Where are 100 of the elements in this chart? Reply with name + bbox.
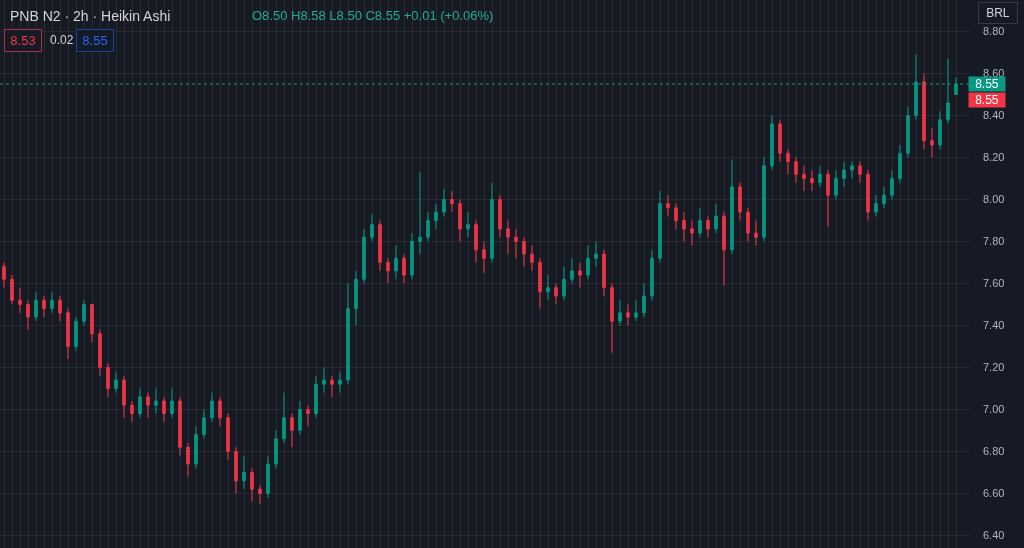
- candlestick: [762, 156, 766, 242]
- candlestick: [642, 282, 646, 318]
- candlestick: [290, 413, 294, 448]
- candlestick: [34, 291, 38, 322]
- candlestick: [10, 274, 14, 305]
- candlestick: [530, 245, 534, 272]
- candlestick: [410, 232, 414, 280]
- candlestick: [362, 228, 366, 284]
- candlestick: [58, 295, 62, 322]
- candlestick: [498, 194, 502, 238]
- candlestick: [546, 274, 550, 301]
- candlestick: [618, 299, 622, 326]
- y-tick-label: 7.60: [983, 277, 1005, 290]
- candlestick: [178, 396, 182, 457]
- candlestick: [458, 198, 462, 242]
- candlestick: [218, 396, 222, 427]
- annotation: 8.53: [10, 33, 36, 48]
- candlestick: [210, 392, 214, 423]
- text: 8.55: [975, 93, 999, 107]
- candlestick: [938, 110, 942, 150]
- candlestick: [466, 211, 470, 238]
- candlestick: [746, 207, 750, 242]
- candlestick: [50, 291, 54, 314]
- candlestick: [74, 316, 78, 352]
- candlestick: [906, 106, 910, 158]
- annotation: O8.50 H8.58 L8.50 C8.55 +0.01 (+0.06%): [252, 8, 494, 23]
- candlestick: [322, 366, 326, 394]
- candlestick: [594, 240, 598, 268]
- y-tick-label: 7.80: [983, 235, 1005, 248]
- candlestick: [170, 387, 174, 419]
- candlestick: [418, 171, 422, 255]
- candlestick: [386, 257, 390, 284]
- candlestick: [2, 261, 6, 289]
- text: BRL: [986, 6, 1010, 20]
- y-tick-label: 8.60: [983, 67, 1005, 80]
- candlestick: [770, 114, 774, 171]
- candlestick: [634, 299, 638, 322]
- candlestick: [298, 400, 302, 436]
- text: PNB N2 · 2h · Heikin Ashi: [10, 7, 171, 24]
- candlestick: [450, 190, 454, 213]
- candlestick: [474, 219, 478, 263]
- y-tick-label: 8.40: [983, 109, 1005, 122]
- candlestick: [570, 257, 574, 284]
- candlestick: [274, 429, 278, 469]
- candlestick: [378, 219, 382, 272]
- candlestick: [186, 442, 190, 478]
- candlestick: [146, 392, 150, 419]
- candlestick: [842, 161, 846, 188]
- candlestick: [834, 169, 838, 200]
- candlestick: [106, 362, 110, 398]
- candlestick: [866, 169, 870, 221]
- candlestick: [234, 446, 238, 494]
- candlestick: [354, 270, 358, 326]
- candlestick: [874, 194, 878, 217]
- candlestick: [586, 245, 590, 280]
- candlestick: [42, 295, 46, 318]
- candlestick: [26, 299, 30, 331]
- candlestick: [514, 228, 518, 259]
- candlestick: [786, 148, 790, 175]
- candlestick: [778, 119, 782, 163]
- candlestick: [882, 186, 886, 209]
- candlestick: [482, 240, 486, 274]
- y-tick-label: 6.60: [983, 487, 1005, 500]
- candlestick: [18, 287, 22, 314]
- candlestick: [490, 182, 494, 263]
- candlestick: [666, 194, 670, 217]
- candlestick: [394, 245, 398, 280]
- candlestick: [802, 165, 806, 192]
- candlestick: [306, 404, 310, 427]
- ref-line-label: 8.55: [975, 77, 999, 91]
- candlestick: [730, 159, 734, 255]
- y-tick-label: 7.20: [983, 361, 1005, 374]
- candlestick: [426, 211, 430, 242]
- candlestick: [554, 282, 558, 305]
- candlestick: [674, 203, 678, 230]
- candlestick: [402, 253, 406, 284]
- candlestick: [314, 375, 318, 419]
- candlestick: [538, 257, 542, 310]
- y-tick-label: 6.40: [983, 529, 1005, 542]
- candlestick: [114, 371, 118, 394]
- candlestick: [522, 236, 526, 268]
- y-tick-label: 8.00: [983, 193, 1005, 206]
- candlestick: [794, 156, 798, 184]
- candlestick: [266, 455, 270, 499]
- candlestick: [338, 371, 342, 394]
- candlestick: [578, 261, 582, 289]
- annotation: 0.02: [50, 33, 74, 47]
- candlestick: [826, 169, 830, 228]
- candlestick: [82, 299, 86, 326]
- candlestick: [242, 455, 246, 490]
- candlestick: [626, 303, 630, 326]
- candlestick: [714, 203, 718, 234]
- candlestick: [706, 215, 710, 238]
- candlestick: [90, 303, 94, 343]
- candlestick: [346, 282, 350, 385]
- candlestick: [930, 127, 934, 158]
- candlestick: [194, 425, 198, 469]
- candlestick: [818, 165, 822, 188]
- y-tick-label: 8.80: [983, 25, 1005, 38]
- candlestick: [850, 161, 854, 179]
